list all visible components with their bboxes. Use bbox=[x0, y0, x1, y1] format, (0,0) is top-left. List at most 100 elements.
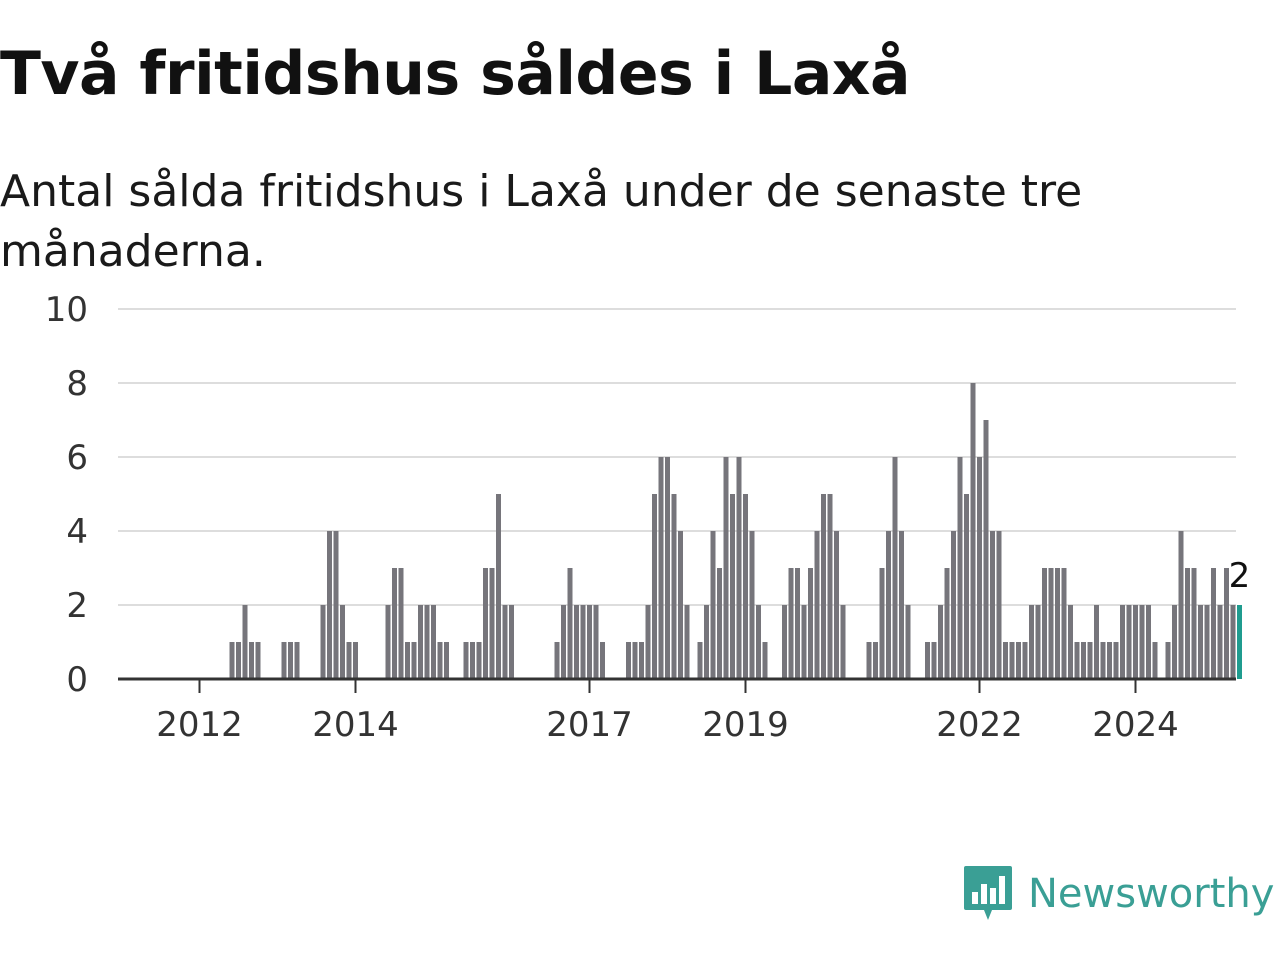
bar bbox=[405, 642, 410, 679]
bar bbox=[671, 494, 677, 679]
bar bbox=[561, 605, 566, 679]
bar bbox=[886, 531, 891, 679]
chart-subtitle: Antal sålda fritidshus i Laxå under de s… bbox=[0, 166, 1083, 277]
y-tick-label: 8 bbox=[66, 364, 88, 404]
bar bbox=[821, 494, 826, 679]
bar bbox=[717, 568, 722, 679]
bar bbox=[1094, 605, 1099, 679]
bar bbox=[827, 494, 833, 679]
bar bbox=[1087, 642, 1093, 679]
bar bbox=[730, 494, 735, 679]
bar bbox=[951, 531, 956, 679]
bar bbox=[834, 531, 839, 679]
bar bbox=[905, 605, 911, 679]
bar bbox=[255, 642, 261, 679]
bar bbox=[938, 605, 943, 679]
bar bbox=[762, 642, 768, 679]
bar bbox=[1185, 568, 1190, 679]
bar bbox=[229, 642, 235, 679]
newsworthy-logo-icon bbox=[964, 866, 1012, 920]
bar bbox=[782, 605, 787, 679]
bar bbox=[697, 642, 703, 679]
x-tick-label: 2012 bbox=[156, 705, 243, 745]
bar bbox=[567, 568, 573, 679]
bar bbox=[1107, 642, 1112, 679]
x-tick-label: 2014 bbox=[312, 705, 399, 745]
bar bbox=[1016, 642, 1021, 679]
bar bbox=[346, 642, 352, 679]
bar bbox=[294, 642, 300, 679]
bar bbox=[281, 642, 287, 679]
bar bbox=[1029, 605, 1034, 679]
bar bbox=[1204, 605, 1210, 679]
bar bbox=[814, 531, 820, 679]
bar bbox=[593, 605, 599, 679]
bar bbox=[249, 642, 254, 679]
bar bbox=[392, 568, 397, 679]
bars bbox=[229, 383, 1242, 679]
bar bbox=[1126, 605, 1132, 679]
bar bbox=[788, 568, 794, 679]
bar bbox=[1198, 605, 1203, 679]
bar bbox=[736, 457, 742, 679]
bar bbox=[418, 605, 423, 679]
bar bbox=[931, 642, 937, 679]
bar bbox=[437, 642, 443, 679]
x-axis-ticks: 2012 2014 2017 2019 2022 2024 bbox=[156, 679, 1179, 745]
bar bbox=[1120, 605, 1125, 679]
bar bbox=[990, 531, 995, 679]
y-axis-ticks: 0 2 4 6 8 10 bbox=[45, 290, 88, 700]
bar bbox=[444, 642, 449, 679]
x-tick-label: 2019 bbox=[702, 705, 789, 745]
bar bbox=[1152, 642, 1158, 679]
bar bbox=[808, 568, 813, 679]
bar bbox=[1100, 642, 1106, 679]
bar bbox=[385, 605, 391, 679]
bar bbox=[645, 605, 651, 679]
brand-name: Newsworthy bbox=[1028, 871, 1275, 917]
bar bbox=[574, 605, 579, 679]
bar bbox=[658, 457, 664, 679]
bar bbox=[704, 605, 709, 679]
bar bbox=[489, 568, 495, 679]
bar bbox=[665, 457, 670, 679]
bar bbox=[1172, 605, 1177, 679]
bar bbox=[983, 420, 989, 679]
bar bbox=[431, 605, 436, 679]
bar bbox=[964, 494, 969, 679]
bar bbox=[320, 605, 326, 679]
bar bbox=[749, 531, 755, 679]
bar bbox=[1055, 568, 1060, 679]
bar bbox=[1191, 568, 1197, 679]
y-tick-label: 6 bbox=[66, 438, 88, 478]
y-tick-label: 2 bbox=[66, 586, 88, 626]
bar bbox=[957, 457, 963, 679]
newsworthy-logo: Newsworthy bbox=[962, 862, 1274, 926]
bar bbox=[1224, 568, 1229, 679]
bar bbox=[1035, 605, 1041, 679]
bar bbox=[866, 642, 872, 679]
bar bbox=[340, 605, 345, 679]
bar bbox=[580, 605, 586, 679]
bar bbox=[502, 605, 508, 679]
bar bbox=[723, 457, 729, 679]
bar bbox=[801, 605, 807, 679]
bar bbox=[1042, 568, 1047, 679]
bar bbox=[1081, 642, 1086, 679]
bar bbox=[996, 531, 1002, 679]
bar bbox=[678, 531, 683, 679]
bar bbox=[327, 531, 332, 679]
bar bbox=[411, 642, 417, 679]
bar bbox=[1139, 605, 1145, 679]
bar bbox=[1178, 531, 1184, 679]
bar bbox=[600, 642, 605, 679]
bar bbox=[840, 605, 846, 679]
bar bbox=[1133, 605, 1138, 679]
bar bbox=[587, 605, 592, 679]
chart-title: Två fritidshus såldes i Laxå bbox=[0, 39, 911, 109]
bar bbox=[1146, 605, 1151, 679]
bar bbox=[1165, 642, 1171, 679]
bar bbox=[879, 568, 885, 679]
bar bbox=[756, 605, 761, 679]
bar bbox=[554, 642, 560, 679]
